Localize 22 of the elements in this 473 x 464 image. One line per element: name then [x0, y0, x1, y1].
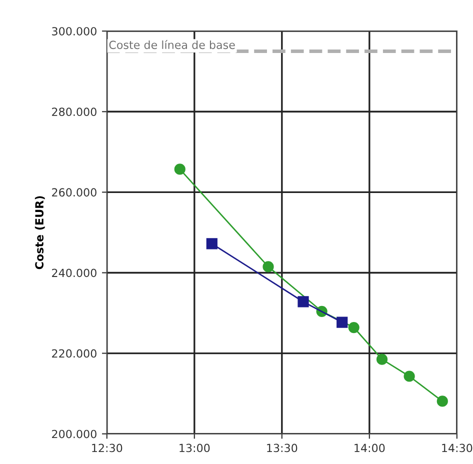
ref-line-label: Coste de línea de base	[109, 40, 235, 50]
y-tick-label: 220.000	[52, 349, 96, 358]
x-tick-label: 12:30	[92, 444, 122, 452]
y-tick-label: 240.000	[52, 268, 96, 278]
y-tick-label: 200.000	[52, 430, 96, 438]
x-tick-label: 14:30	[442, 444, 472, 452]
x-tick-label: 14:00	[354, 444, 385, 452]
point	[348, 322, 360, 334]
point	[298, 296, 309, 308]
point	[174, 164, 186, 175]
point	[336, 316, 348, 328]
point	[262, 261, 274, 272]
point	[404, 370, 415, 382]
point	[206, 238, 218, 250]
y-tick-label: 260.000	[52, 188, 96, 197]
x-tick-label: 13:30	[267, 444, 298, 452]
y-axis-title: Coste (EUR)	[34, 196, 45, 270]
y-tick-label: 280.000	[52, 108, 96, 116]
point	[436, 396, 448, 407]
y-tick-label: 300.000	[52, 27, 96, 36]
point	[376, 354, 388, 365]
x-tick-label: 13:00	[180, 444, 210, 452]
